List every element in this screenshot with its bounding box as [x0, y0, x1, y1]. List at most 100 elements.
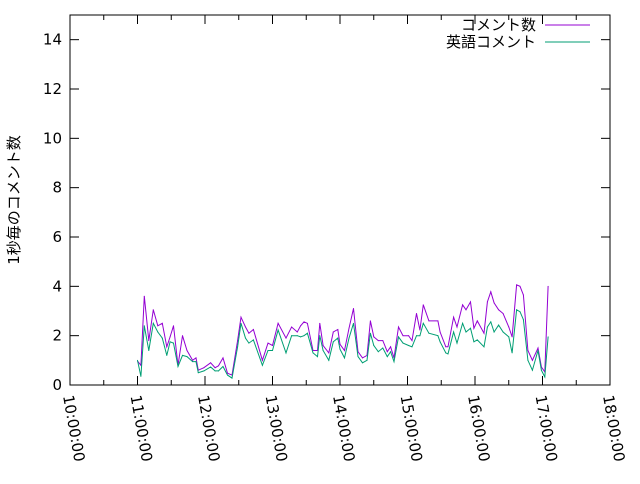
data-point-1 — [169, 341, 171, 343]
data-point-0 — [547, 285, 549, 287]
data-point-1 — [502, 331, 504, 333]
data-point-0 — [498, 309, 500, 311]
data-point-0 — [519, 285, 521, 287]
data-point-0 — [203, 367, 205, 369]
series-line-1 — [137, 308, 549, 379]
data-point-1 — [428, 332, 430, 334]
data-point-0 — [537, 347, 539, 349]
data-point-1 — [182, 354, 183, 356]
data-point-1 — [166, 354, 168, 356]
data-point-0 — [222, 357, 224, 359]
data-point-0 — [386, 351, 388, 353]
data-point-1 — [210, 366, 212, 368]
data-point-1 — [296, 335, 298, 337]
data-point-1 — [456, 342, 458, 344]
data-point-1 — [390, 351, 392, 353]
data-point-0 — [508, 326, 510, 328]
x-tick-label: 18:00:00 — [599, 394, 628, 463]
data-point-1 — [177, 366, 179, 367]
data-point-1 — [157, 331, 159, 333]
x-tick-label: 15:00:00 — [397, 394, 426, 463]
data-point-1 — [547, 336, 549, 338]
data-point-0 — [437, 320, 439, 322]
y-tick-label: 8 — [52, 179, 62, 197]
data-point-0 — [476, 320, 478, 322]
data-point-1 — [332, 341, 334, 343]
data-point-1 — [393, 361, 395, 363]
data-point-0 — [332, 331, 334, 333]
y-tick-label: 6 — [52, 228, 62, 246]
data-point-0 — [377, 340, 379, 342]
data-point-1 — [227, 374, 228, 376]
data-point-1 — [137, 359, 138, 361]
data-point-1 — [527, 359, 529, 361]
y-axis-label: 1秒毎のコメント数 — [5, 135, 23, 265]
data-point-0 — [483, 332, 485, 334]
data-point-1 — [519, 311, 521, 313]
data-point-0 — [285, 337, 287, 339]
data-point-0 — [237, 340, 239, 342]
data-point-0 — [344, 349, 345, 351]
legend-label-1: 英語コメント — [446, 33, 536, 51]
data-point-0 — [328, 352, 330, 354]
axes: 0 2 4 6 8 10 12 14 10:00:00 11:00:00 12:00:00 13:00… — [43, 14, 628, 463]
data-point-0 — [382, 340, 384, 342]
data-point-1 — [353, 322, 354, 324]
data-point-0 — [161, 322, 163, 324]
data-point-0 — [291, 326, 293, 328]
data-point-1 — [337, 337, 339, 339]
data-point-0 — [218, 365, 219, 367]
data-point-0 — [516, 284, 518, 286]
data-point-1 — [398, 336, 399, 338]
data-point-0 — [337, 329, 339, 330]
data-point-1 — [522, 319, 524, 321]
data-point-1 — [222, 366, 224, 367]
y-tick-label: 4 — [52, 277, 62, 295]
data-point-0 — [152, 309, 154, 311]
data-point-1 — [498, 324, 500, 326]
data-point-0 — [390, 346, 392, 348]
data-point-0 — [373, 336, 375, 338]
data-point-1 — [516, 309, 518, 311]
data-point-1 — [173, 342, 174, 344]
data-point-1 — [328, 359, 330, 361]
data-point-0 — [522, 294, 524, 296]
data-point-1 — [462, 322, 464, 324]
data-point-0 — [157, 325, 159, 327]
x-tick-label: 11:00:00 — [127, 394, 156, 463]
data-point-1 — [291, 335, 293, 337]
x-tick-label: 10:00:00 — [59, 394, 88, 463]
data-point-1 — [382, 347, 384, 349]
data-point-1 — [362, 362, 363, 364]
data-point-1 — [366, 359, 368, 361]
data-point-1 — [490, 321, 492, 323]
data-point-0 — [272, 345, 273, 347]
y-tick-label: 2 — [52, 327, 62, 345]
data-point-1 — [537, 349, 539, 351]
data-point-1 — [419, 335, 421, 337]
data-point-0 — [173, 325, 174, 327]
data-point-0 — [192, 359, 194, 361]
series-lines — [137, 284, 549, 379]
data-point-1 — [272, 349, 273, 351]
data-point-0 — [531, 359, 533, 361]
data-point-0 — [422, 304, 424, 306]
y-tick-label: 12 — [43, 80, 62, 98]
data-point-0 — [462, 304, 464, 306]
data-point-1 — [197, 372, 199, 374]
data-point-0 — [445, 346, 447, 348]
data-point-1 — [306, 332, 308, 334]
data-point-1 — [511, 352, 513, 354]
data-point-1 — [483, 346, 485, 348]
data-point-1 — [303, 335, 305, 337]
data-point-1 — [486, 326, 488, 328]
data-point-0 — [261, 359, 263, 361]
data-point-1 — [203, 370, 205, 372]
data-point-1 — [348, 337, 350, 339]
data-point-0 — [353, 308, 354, 310]
y-tick-label: 10 — [43, 129, 62, 147]
data-point-0 — [511, 336, 513, 338]
data-point-0 — [252, 329, 254, 330]
data-point-0 — [486, 301, 488, 303]
data-point-0 — [322, 345, 324, 347]
